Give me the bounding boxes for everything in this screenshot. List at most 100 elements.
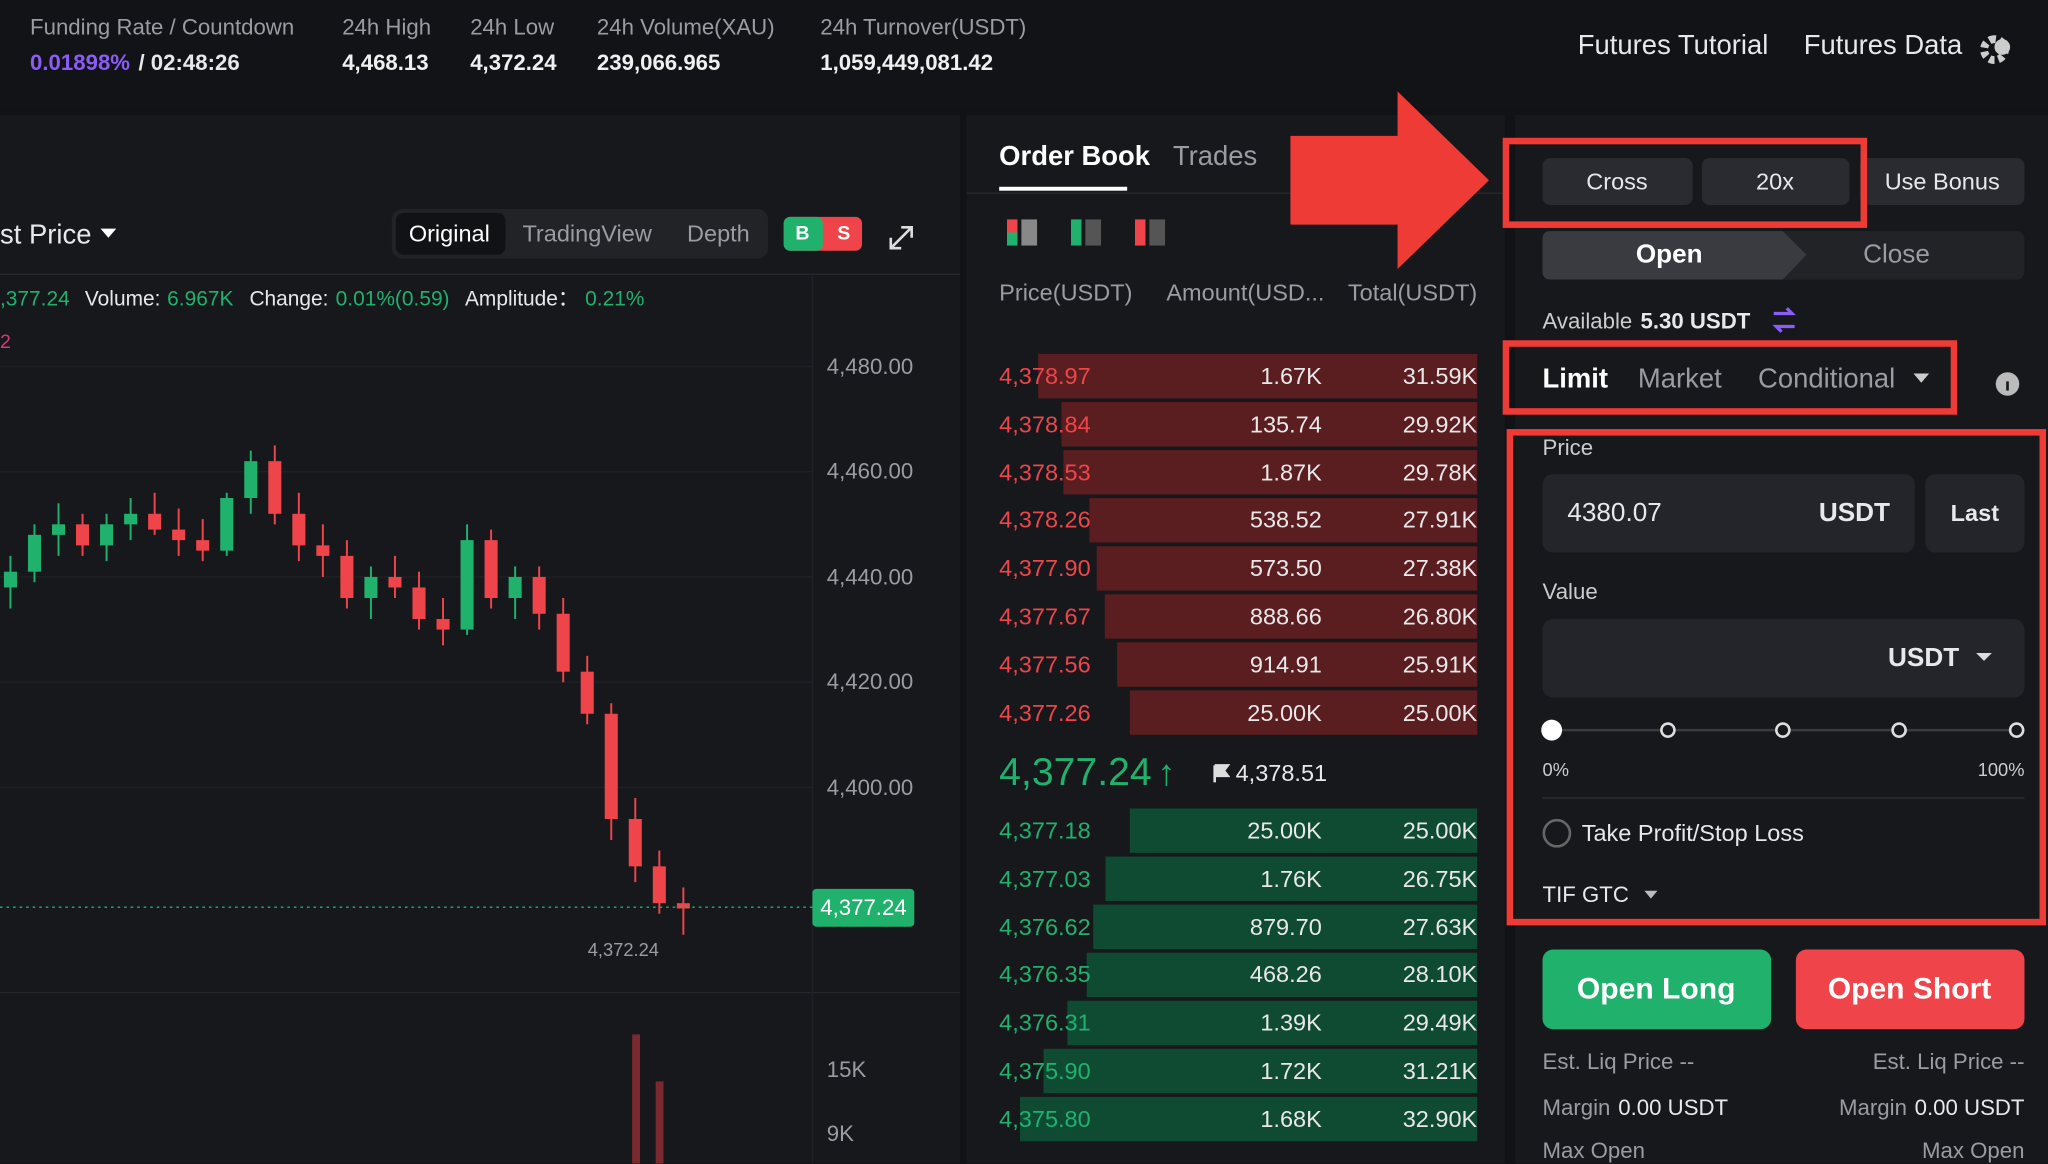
bonus-button[interactable] — [1859, 158, 2025, 206]
transfer-icon[interactable] — [1772, 307, 1796, 333]
candle-body — [196, 540, 210, 551]
price-unit: USDT — [1818, 498, 1890, 528]
open-short-button[interactable] — [1795, 949, 2025, 1030]
chart-panel — [0, 114, 960, 1164]
depth-bar — [1067, 1000, 1478, 1046]
book-total: 27.38K — [1402, 555, 1478, 582]
chart-info: 0.01%(0.59) — [335, 288, 450, 311]
view-tab[interactable]: TradingView — [522, 220, 652, 247]
tif-label[interactable]: TIF GTC — [1542, 882, 1629, 908]
book-amount: 468.26 — [1249, 961, 1322, 988]
side-tab[interactable]: Open — [1635, 240, 1703, 270]
candle-body — [436, 619, 450, 630]
price-type[interactable]: st Price — [0, 220, 92, 251]
open-long-label[interactable]: Open Long — [1576, 971, 1736, 1006]
tpsl-label[interactable]: Take Profit/Stop Loss — [1581, 820, 1804, 847]
candle-body — [532, 576, 546, 614]
volume-bar-layout — [632, 1034, 640, 1164]
volume-bar-layout — [655, 1081, 664, 1164]
y-tick-label: 4,420.00 — [826, 669, 914, 695]
available-label: Available — [1542, 308, 1633, 334]
top-bar — [0, 0, 2048, 110]
button-label[interactable]: Use Bonus — [1884, 168, 2000, 195]
view-tab[interactable]: Depth — [687, 220, 750, 247]
side-tab[interactable]: Close — [1863, 240, 1930, 270]
stat-value: 239,066.965 — [596, 50, 721, 76]
open-long-button[interactable] — [1542, 949, 1772, 1030]
tab[interactable]: Trades — [1172, 141, 1258, 172]
order-type[interactable]: Conditional — [1758, 363, 1896, 394]
book-total: 31.59K — [1402, 363, 1478, 390]
margin-label: Margin — [1839, 1095, 1907, 1120]
info-icon-mark — [2006, 381, 2009, 391]
view-tab[interactable]: Original — [408, 220, 490, 247]
y-tick-label: 4,400.00 — [826, 775, 914, 800]
margin-value: 0.00 USDT — [1618, 1095, 1729, 1120]
flag-icon — [1213, 764, 1231, 783]
book-price: 4,375.90 — [999, 1057, 1091, 1085]
book-price: 4,377.26 — [999, 699, 1091, 726]
candle-body — [76, 524, 90, 546]
depth-bar — [1129, 808, 1478, 853]
book-amount: 1.87K — [1260, 459, 1322, 486]
dropdown-caret — [100, 228, 117, 238]
column-header: Price(USDT) — [999, 279, 1133, 306]
order-type[interactable]: Limit — [1542, 363, 1609, 394]
field-label: Price — [1542, 435, 1594, 461]
depth-bar — [1061, 402, 1478, 447]
tab[interactable]: Order Book — [999, 141, 1151, 172]
candle-body — [508, 576, 522, 598]
button-label[interactable]: 20x — [1756, 168, 1794, 195]
book-amount: 914.91 — [1249, 651, 1322, 678]
book-price: 4,378.97 — [999, 363, 1091, 390]
book-total: 31.21K — [1402, 1057, 1478, 1085]
side-tag: 2 — [0, 331, 11, 354]
chart-info: ,377.24 — [0, 288, 70, 311]
candle-body — [412, 587, 426, 620]
depth-bar — [1063, 450, 1478, 495]
depth-bar — [1104, 594, 1478, 639]
candle-body — [604, 713, 618, 820]
nav-link[interactable]: Futures Tutorial — [1577, 30, 1769, 61]
book-total: 25.00K — [1402, 699, 1478, 726]
book-total: 27.91K — [1402, 507, 1478, 534]
settings-icon-center — [1994, 39, 2011, 55]
depth-bar — [1086, 952, 1478, 998]
open-short-label[interactable]: Open Short — [1827, 971, 1992, 1006]
book-amount: 1.76K — [1260, 865, 1322, 892]
volume-tick-label: 9K — [826, 1121, 854, 1147]
depth-bar — [1105, 856, 1478, 901]
expand-icon[interactable] — [889, 225, 913, 250]
slider-handle[interactable] — [1541, 719, 1563, 741]
max-open: Max Open — [1922, 1138, 2025, 1164]
available-value: 5.30 USDT — [1640, 308, 1751, 334]
est-liq: Est. Liq Price -- — [1542, 1049, 1695, 1075]
book-amount: 135.74 — [1249, 411, 1322, 438]
book-price: 4,377.67 — [999, 603, 1091, 630]
chart-info: Volume: — [84, 288, 161, 311]
button-label[interactable]: Cross — [1586, 168, 1648, 195]
stat-value: 4,372.24 — [470, 50, 557, 76]
candle-body — [292, 513, 306, 546]
book-price: 4,377.90 — [999, 555, 1091, 582]
book-amount: 1.67K — [1260, 363, 1322, 390]
y-tick-label: 4,480.00 — [826, 354, 914, 379]
low-marker: 4,372.24 — [587, 939, 659, 960]
book-price: 4,378.26 — [999, 507, 1091, 534]
tab-underline — [999, 186, 1128, 191]
book-total: 25.91K — [1402, 651, 1478, 678]
order-type[interactable]: Market — [1637, 363, 1722, 394]
book-price: 4,377.56 — [999, 651, 1091, 678]
nav-link[interactable]: Futures Data — [1803, 30, 1963, 61]
mid-arrow: ↑ — [1157, 752, 1176, 793]
depth-bar — [1117, 642, 1478, 687]
price-value: 4380.07 — [1567, 498, 1662, 528]
candle-body — [148, 513, 162, 530]
book-amount: 879.70 — [1249, 913, 1322, 940]
last-label[interactable]: Last — [1950, 500, 2000, 527]
book-layout-icons[interactable] — [1007, 219, 1166, 246]
book-total: 32.90K — [1402, 1106, 1478, 1133]
